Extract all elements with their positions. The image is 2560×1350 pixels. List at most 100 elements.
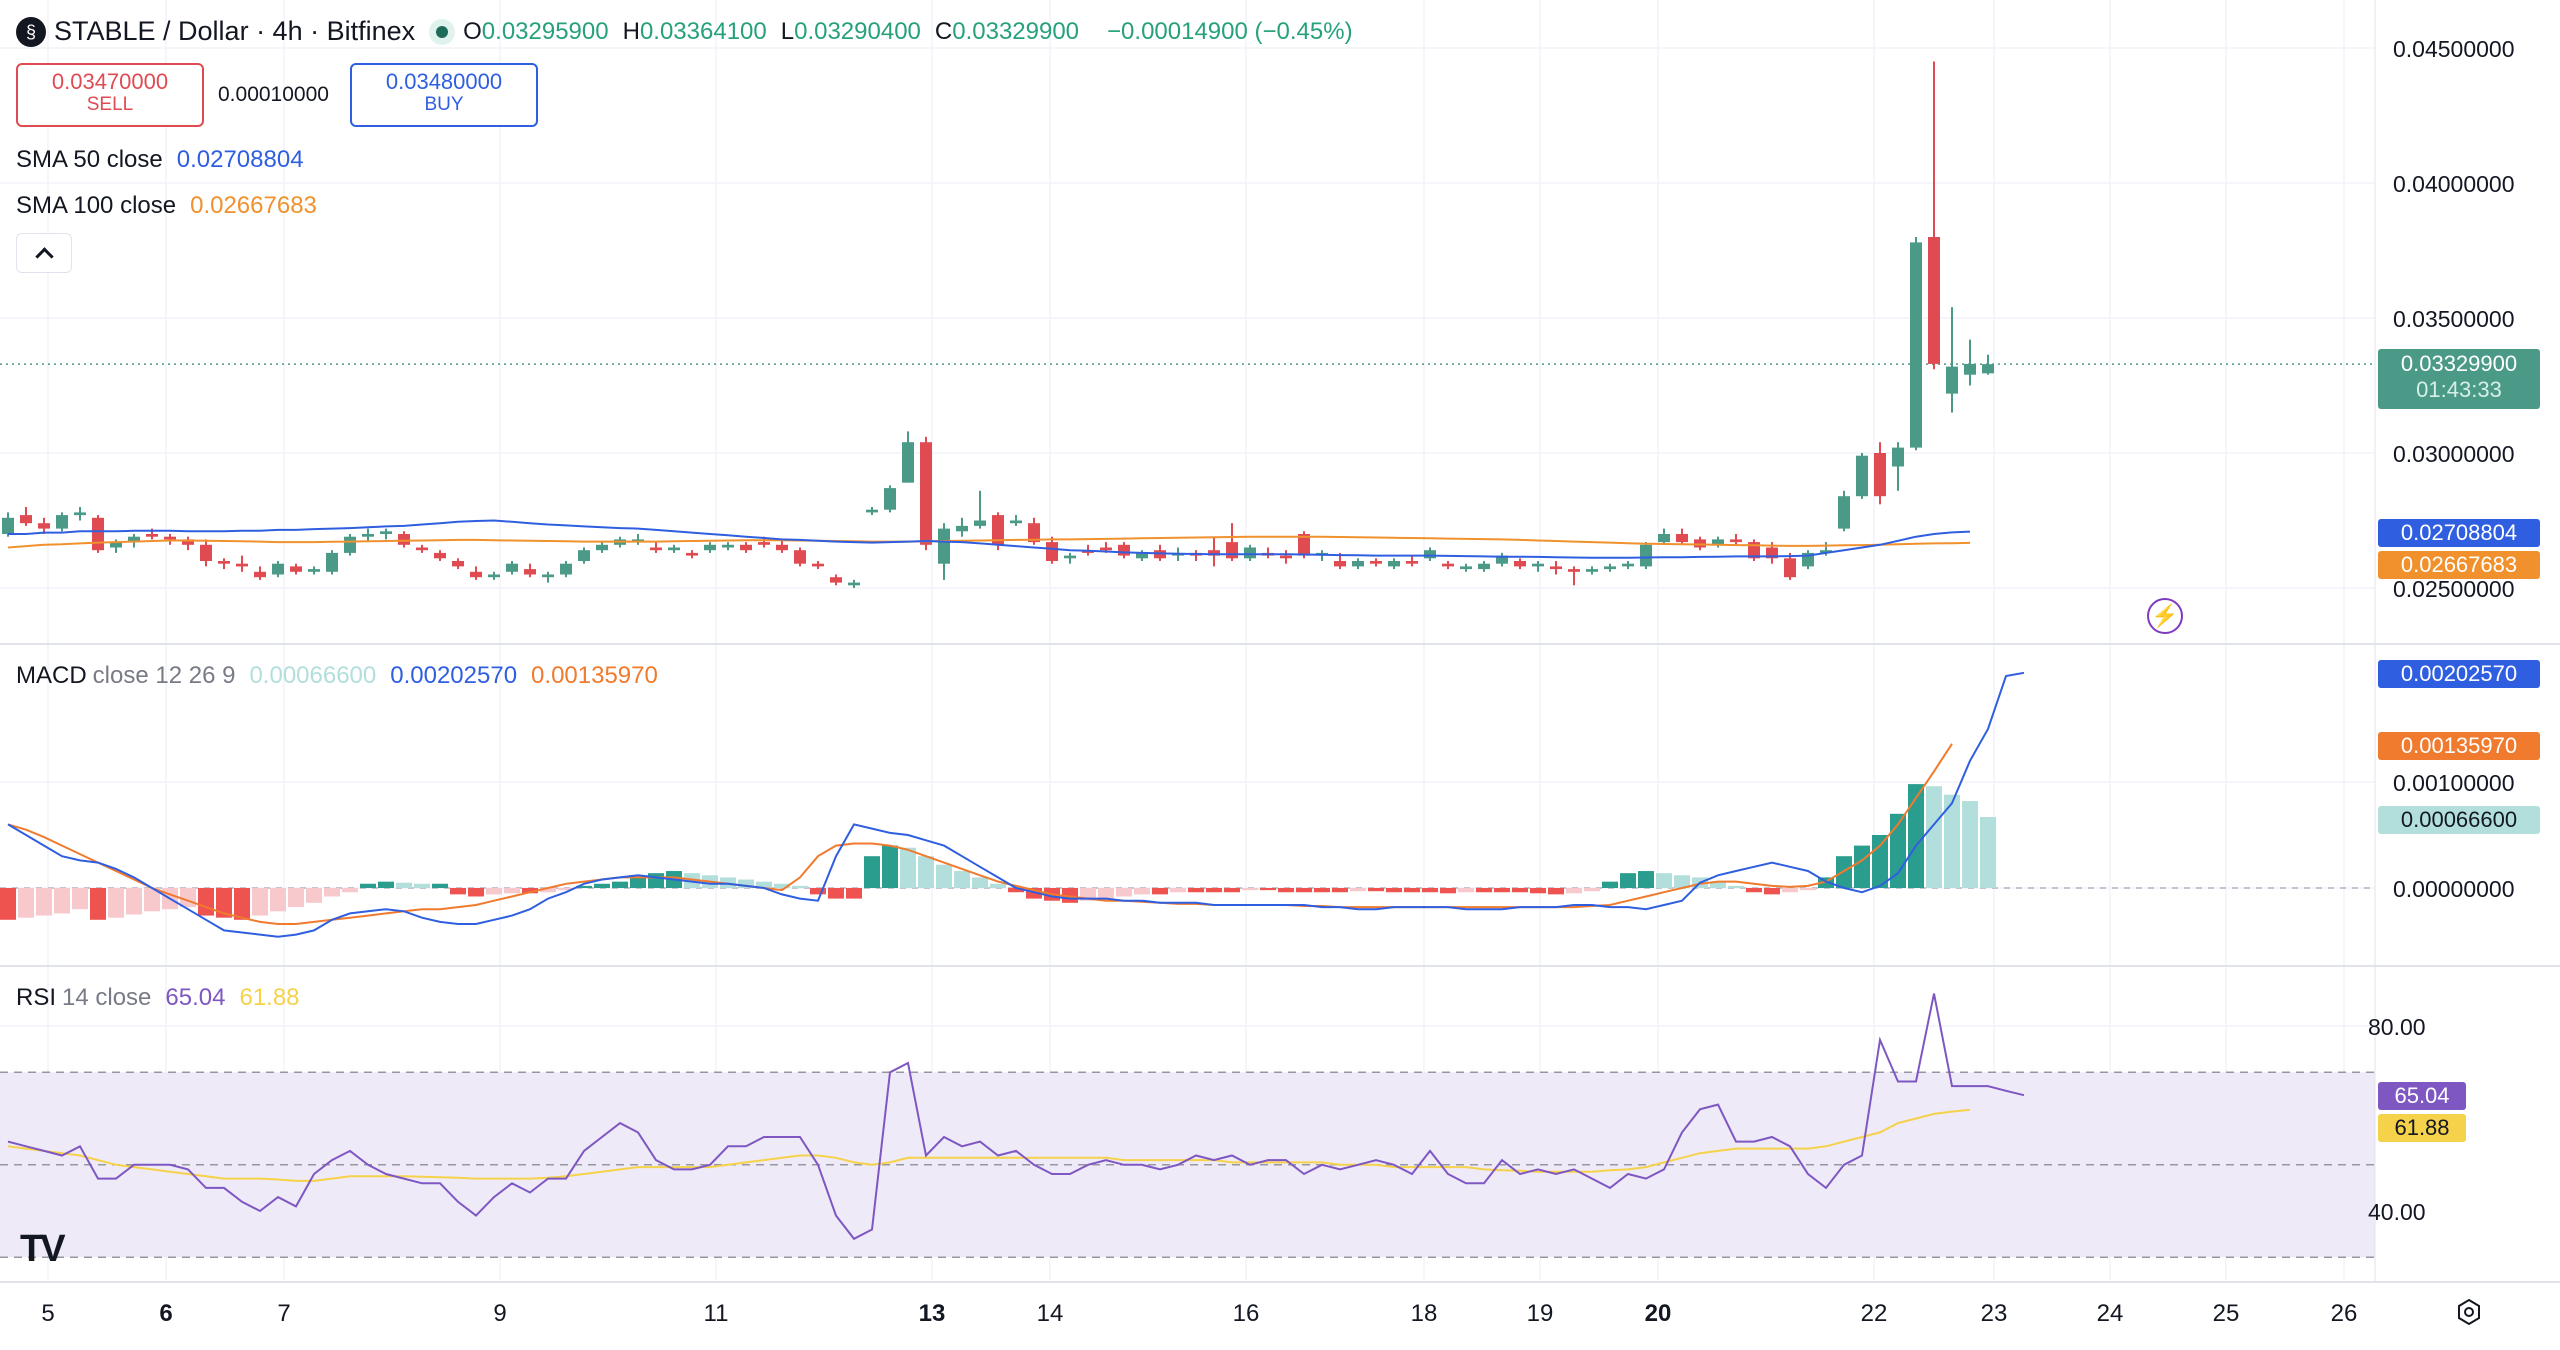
macd-hist-bar: [1638, 871, 1654, 888]
tradingview-logo[interactable]: TV: [20, 1228, 66, 1270]
candle-body: [74, 512, 86, 516]
lightning-icon[interactable]: ⚡: [2147, 598, 2183, 634]
rsi-axis-label: 80.00: [2368, 1014, 2426, 1040]
candle-body: [578, 550, 590, 561]
macd-hist-bar: [1404, 888, 1420, 893]
time-axis-label: 25: [2212, 1300, 2240, 1327]
rsi-legend[interactable]: RSI 14 close 65.04 61.88: [16, 984, 306, 1012]
candle-body: [200, 544, 212, 561]
sma50-price-tag: 0.02708804: [2378, 519, 2540, 547]
candle-body: [542, 574, 554, 578]
macd-hist-bar: [1314, 888, 1330, 893]
macd-hist-bar: [1098, 888, 1114, 899]
candle-body: [362, 534, 374, 537]
candle-body: [812, 563, 824, 567]
rsi-pane: [0, 993, 2375, 1258]
macd-hist-bar: [360, 883, 376, 888]
macd-hist-bar: [1386, 888, 1402, 893]
candle-body: [596, 544, 608, 551]
candle-body: [1730, 539, 1742, 543]
macd-hist-bar: [1800, 888, 1816, 891]
sell-button[interactable]: 0.03470000 SELL: [16, 63, 204, 127]
candle-body: [1406, 561, 1418, 564]
buy-button[interactable]: 0.03480000 BUY: [350, 63, 538, 127]
macd-hist-bar: [1206, 888, 1222, 893]
candle-body: [308, 569, 320, 572]
symbol-legend[interactable]: § STABLE / Dollar · 4h · Bitfinex O0.032…: [16, 16, 1359, 47]
settings-icon[interactable]: [2455, 1298, 2483, 1326]
candle-body: [1298, 534, 1310, 556]
macd-hist-bar: [846, 888, 862, 899]
candle-body: [182, 539, 194, 545]
buy-price: 0.03480000: [385, 69, 503, 94]
macd-legend[interactable]: MACD close 12 26 9 0.00066600 0.00202570…: [16, 662, 664, 690]
macd-hist-bar: [288, 888, 304, 908]
candle-body: [1550, 566, 1562, 570]
rsi-value-tag: 65.04: [2378, 1082, 2466, 1110]
candle-body: [1694, 539, 1706, 548]
candle-body: [1964, 363, 1976, 375]
macd-hist-bar: [1440, 888, 1456, 894]
macd-hist-bar: [72, 888, 88, 910]
candle-body: [254, 571, 266, 578]
macd-hist-bar: [1296, 888, 1312, 893]
macd-hist-bar: [810, 888, 826, 895]
rsi-axis-label: 40.00: [2368, 1199, 2426, 1225]
symbol-logo-icon: §: [16, 16, 46, 47]
pane-separators: [0, 0, 2560, 1283]
macd-axis-label: 0.00100000: [2393, 770, 2515, 796]
candle-body: [506, 563, 518, 572]
candle-body: [560, 563, 572, 575]
sma100-legend[interactable]: SMA 100 close 0.02667683: [16, 192, 323, 220]
spread-value: 0.00010000: [218, 83, 329, 106]
macd-hist-bar: [1494, 888, 1510, 893]
time-axis-label: 19: [1526, 1300, 1554, 1327]
candle-body: [938, 528, 950, 564]
macd-hist-bar: [306, 888, 322, 903]
candle-body: [452, 561, 464, 567]
candle-body: [1208, 550, 1220, 556]
rsi-params: 14 close: [62, 984, 152, 1011]
candle-body: [1622, 563, 1634, 567]
candle-body: [1046, 542, 1058, 561]
macd-line-value: 0.00202570: [390, 662, 518, 689]
bar-countdown: 01:43:33: [2416, 377, 2502, 402]
candle-body: [146, 534, 158, 537]
macd-hist-bar: [1854, 845, 1870, 888]
candle-body: [1892, 447, 1904, 467]
macd-hist-bar: [1584, 888, 1600, 892]
time-axis-label: 20: [1644, 1300, 1672, 1327]
macd-hist-value: 0.00066600: [249, 662, 377, 689]
time-axis-label: 11: [703, 1300, 729, 1327]
macd-hist-bar: [234, 888, 250, 920]
macd-hist-bar: [1872, 835, 1888, 888]
candle-body: [722, 544, 734, 548]
time-axis-label: 18: [1410, 1300, 1438, 1327]
sma50-line: [8, 519, 1971, 559]
ohlc-key: L: [780, 17, 795, 45]
macd-hist-bar: [576, 885, 592, 888]
candle-body: [992, 515, 1004, 545]
macd-hist-bar: [1260, 888, 1276, 891]
macd-hist-bar: [1926, 786, 1942, 888]
macd-hist-bar: [918, 856, 934, 888]
time-axis-label: 13: [918, 1300, 946, 1327]
candle-body: [884, 488, 896, 510]
candle-body: [1352, 561, 1364, 567]
collapse-legend-button[interactable]: [16, 233, 72, 273]
time-axis-label: 26: [2330, 1300, 2358, 1327]
candle-body: [1514, 561, 1526, 567]
candle-body: [128, 536, 140, 543]
price-axis-label: 0.02500000: [2393, 576, 2515, 602]
sma50-legend[interactable]: SMA 50 close 0.02708804: [16, 146, 310, 174]
ohlc-values: O0.03295900 H0.03364100 L0.03290400 C0.0332…: [463, 18, 1093, 46]
macd-hist-bar: [1548, 888, 1564, 895]
rsi-line: [7, 993, 2025, 1241]
time-axis-label: 16: [1232, 1300, 1260, 1327]
symbol-title: STABLE / Dollar · 4h · Bitfinex: [54, 16, 416, 46]
candle-body: [1856, 455, 1868, 497]
sma50-label: SMA 50 close: [16, 146, 163, 173]
macd-hist-bar: [252, 888, 268, 916]
macd-hist-bar: [1008, 888, 1024, 893]
